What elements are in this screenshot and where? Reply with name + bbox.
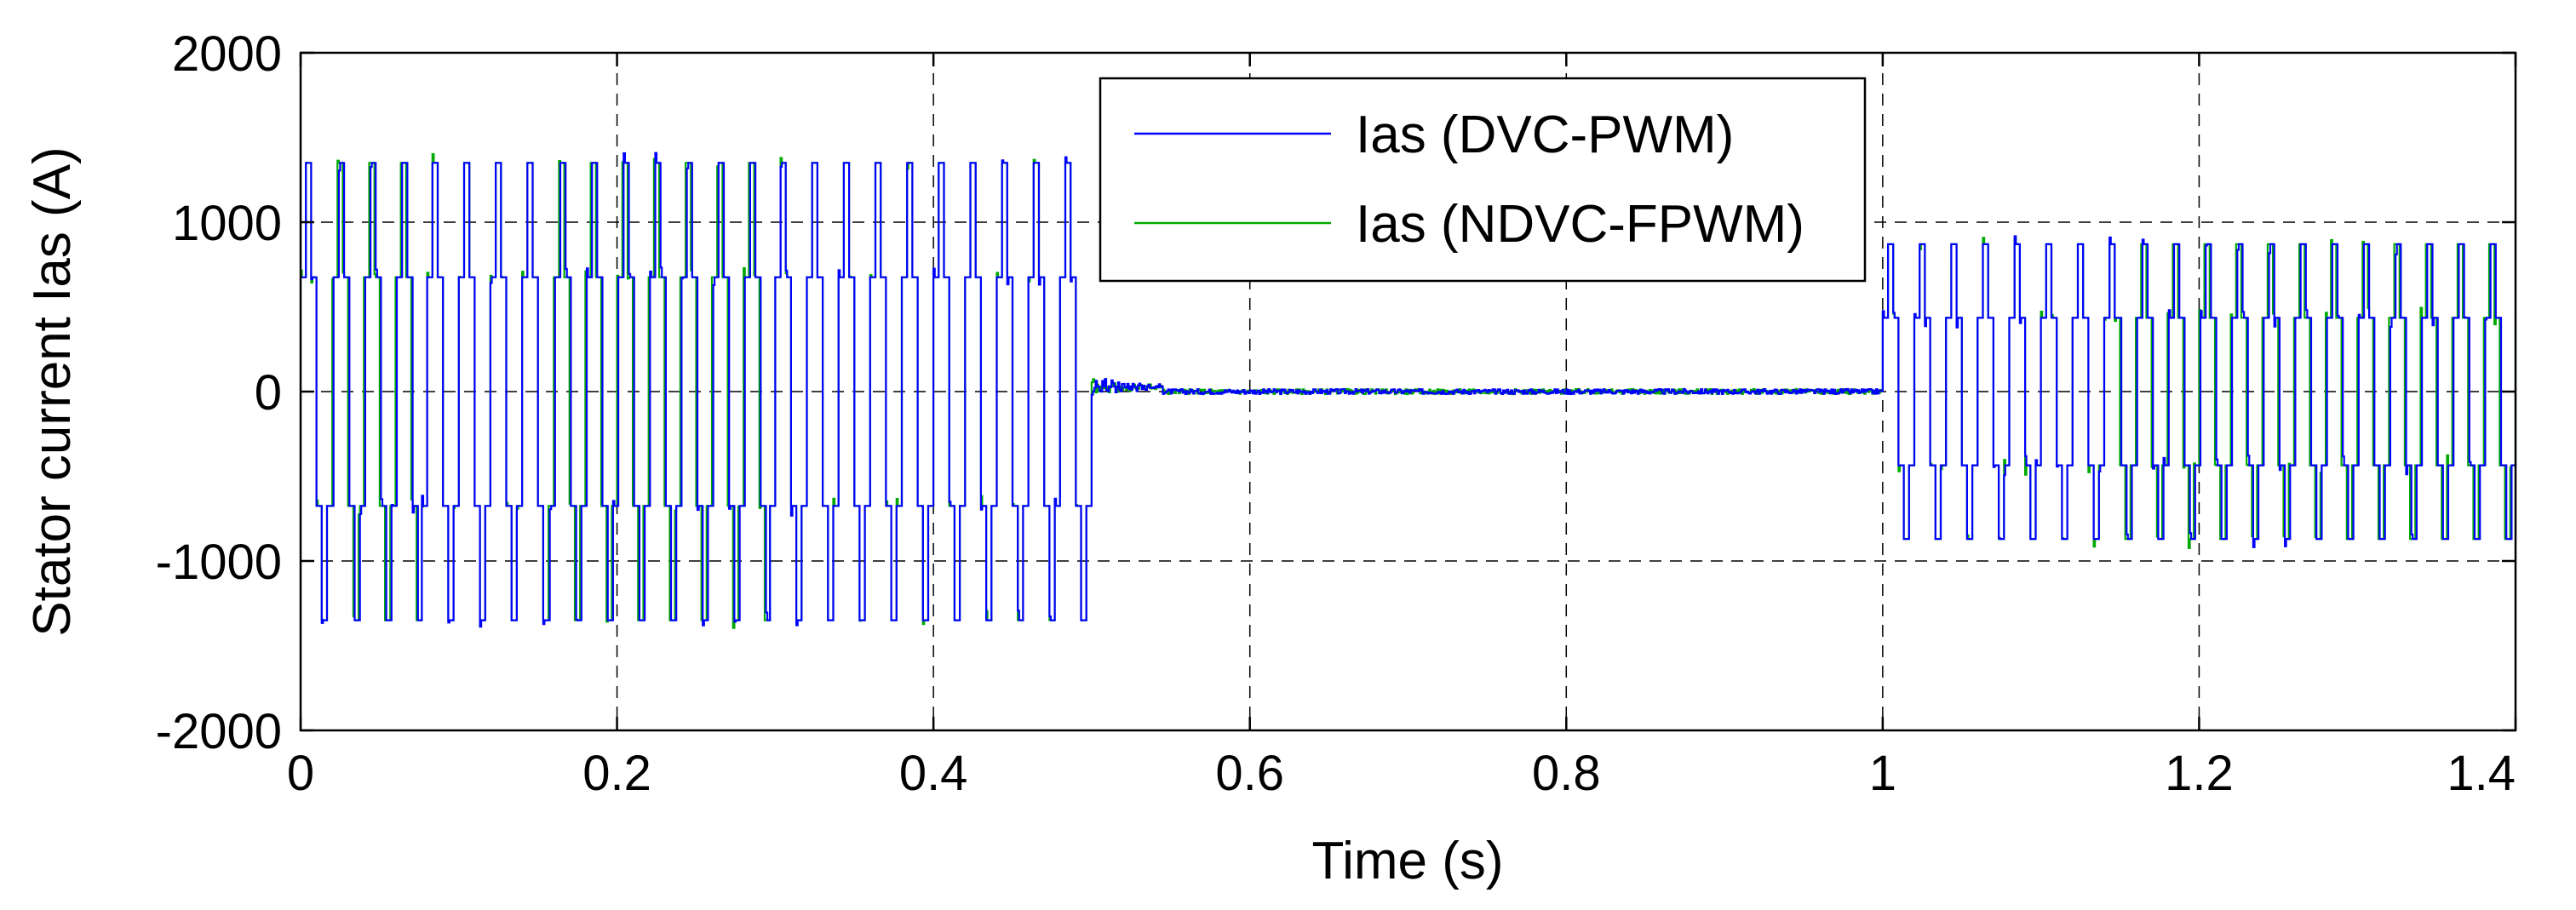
legend-box — [1099, 77, 1867, 283]
series-layer — [301, 152, 2517, 629]
x-tick-label: 0 — [287, 746, 314, 801]
series-line-dvc-pwm — [301, 152, 2516, 628]
legend: Ias (DVC-PWM) Ias (NDVC-FPWM) — [1099, 77, 1867, 283]
x-tick-label: 1 — [1869, 746, 1896, 801]
x-axis-label: Time (s) — [1312, 832, 1504, 890]
y-tick-label: 1000 — [172, 196, 282, 251]
legend-label-ndvc-fpwm: Ias (NDVC-FPWM) — [1356, 195, 1804, 254]
x-tick-label: 0.2 — [582, 746, 651, 801]
y-tick-label: -1000 — [156, 535, 282, 590]
x-tick-label: 0.4 — [899, 746, 968, 801]
x-tick-label: 1.2 — [2165, 746, 2234, 801]
y-tick-label: 2000 — [172, 26, 282, 82]
y-axis-label: Stator current Ias (A) — [23, 146, 82, 636]
y-tick-label: -2000 — [156, 704, 282, 759]
x-tick-label: 0.8 — [1532, 746, 1601, 801]
x-tick-label: 0.6 — [1215, 746, 1284, 801]
legend-label-dvc-pwm: Ias (DVC-PWM) — [1356, 106, 1734, 164]
tick-labels: 0 0.2 0.4 0.6 0.8 1 1.2 1.4 -2000 -1000 0 1000 2000 — [156, 26, 2516, 801]
ticks — [299, 51, 2517, 732]
y-tick-label: 0 — [255, 365, 282, 421]
x-tick-label: 1.4 — [2447, 746, 2516, 801]
